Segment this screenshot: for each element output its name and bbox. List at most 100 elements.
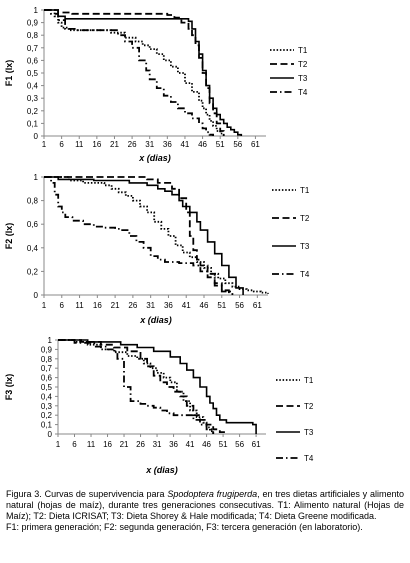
caption-prefix: Figura 3. Curvas de supervivencia para <box>6 489 168 499</box>
chart-panel-f3: 00,10,20,30,40,50,60,70,80,911 6 11 16 21 26 3… <box>4 336 314 475</box>
x-tick-label: 16 <box>103 440 112 449</box>
x-tick-label: 51 <box>217 301 226 310</box>
x-tick-label: 56 <box>233 140 242 149</box>
series-line-t2 <box>44 9 225 136</box>
legend-label-t3: T3 <box>298 74 308 83</box>
y-tick-label: 0,9 <box>27 19 39 28</box>
y-axis-label: F2 (lx) <box>4 223 14 250</box>
caption-main: Figura 3. Curvas de supervivencia para S… <box>6 489 404 522</box>
legend-label-t1: T1 <box>298 46 308 55</box>
series-line-t4 <box>44 176 234 295</box>
y-tick-label: 0,7 <box>41 364 53 373</box>
y-tick-label: 1 <box>34 6 39 15</box>
caption-body: , en tres dietas artificiales y alimento… <box>6 489 404 521</box>
y-tick-label: 1 <box>34 173 39 182</box>
x-tick-label: 31 <box>153 440 162 449</box>
y-tick-label: 0,2 <box>27 267 39 276</box>
x-tick-label: 56 <box>235 301 244 310</box>
x-axis-label: x (dias) <box>139 315 172 325</box>
x-tick-label: 61 <box>253 301 262 310</box>
y-tick-label: 0,4 <box>27 244 39 253</box>
y-axis-label: F1 (lx) <box>4 60 14 87</box>
legend-label-t4: T4 <box>298 88 308 97</box>
x-tick-label: 26 <box>136 440 145 449</box>
series-line-t1 <box>44 176 269 294</box>
y-tick-label: 0,3 <box>27 94 39 103</box>
x-tick-label: 46 <box>200 301 209 310</box>
legend-label-t1: T1 <box>300 186 310 195</box>
legend-label-t2: T2 <box>304 402 314 411</box>
y-tick-label: 0,2 <box>27 107 39 116</box>
y-tick-label: 0,4 <box>27 82 39 91</box>
y-tick-label: 0 <box>34 132 39 141</box>
y-tick-label: 0,1 <box>27 119 39 128</box>
x-tick-label: 36 <box>164 301 173 310</box>
series-line-t2 <box>44 176 230 295</box>
y-tick-label: 0,8 <box>27 31 39 40</box>
y-tick-label: 0 <box>48 430 53 439</box>
y-tick-label: 0,8 <box>41 355 53 364</box>
x-tick-label: 41 <box>180 140 189 149</box>
x-tick-label: 61 <box>252 440 261 449</box>
y-tick-label: 0,1 <box>41 421 53 430</box>
x-tick-label: 16 <box>93 301 102 310</box>
series-line-t1 <box>58 339 215 434</box>
chart-panel-f1: 00,10,20,30,40,50,60,70,80,911 6 11 16 21 26 3… <box>4 6 308 163</box>
y-tick-label: 0,6 <box>41 374 53 383</box>
y-tick-label: 0,5 <box>27 69 39 78</box>
caption-species: Spodoptera frugiperda <box>167 489 258 499</box>
y-tick-label: 0,6 <box>27 220 39 229</box>
x-tick-label: 1 <box>42 140 47 149</box>
y-tick-label: 0,7 <box>27 44 39 53</box>
x-tick-label: 6 <box>59 140 64 149</box>
x-tick-label: 51 <box>216 140 225 149</box>
x-tick-label: 46 <box>198 140 207 149</box>
x-tick-label: 36 <box>169 440 178 449</box>
y-tick-label: 0,4 <box>41 392 53 401</box>
series-line-t3 <box>44 9 243 136</box>
caption-note: F1: primera generación; F2: segunda gene… <box>6 522 363 532</box>
x-tick-label: 26 <box>128 140 137 149</box>
series-line-t4 <box>44 9 214 136</box>
legend-label-t1: T1 <box>304 376 314 385</box>
x-tick-label: 51 <box>219 440 228 449</box>
x-tick-label: 21 <box>111 301 120 310</box>
x-tick-label: 36 <box>163 140 172 149</box>
x-tick-label: 31 <box>146 301 155 310</box>
y-tick-label: 0,2 <box>41 411 53 420</box>
x-tick-label: 41 <box>186 440 195 449</box>
y-axis-label: F3 (lx) <box>4 374 14 401</box>
series-line-t3 <box>44 176 244 295</box>
y-tick-label: 0,6 <box>27 56 39 65</box>
y-tick-label: 0,5 <box>41 383 53 392</box>
x-tick-label: 61 <box>251 140 260 149</box>
series-line-t4 <box>58 339 215 434</box>
chart-panel-f2: 00,20,40,60,811 6 11 16 21 26 31 36 41 46 51 56 61x … <box>4 173 310 325</box>
x-tick-label: 56 <box>235 440 244 449</box>
x-tick-label: 41 <box>182 301 191 310</box>
x-tick-label: 46 <box>202 440 211 449</box>
x-tick-label: 11 <box>75 140 84 149</box>
legend-label-t3: T3 <box>300 242 310 251</box>
x-axis-label: x (dias) <box>145 465 178 475</box>
legend-label-t2: T2 <box>300 214 310 223</box>
x-tick-label: 16 <box>92 140 101 149</box>
legend-label-t3: T3 <box>304 428 314 437</box>
y-tick-label: 0,9 <box>41 345 53 354</box>
x-tick-label: 1 <box>56 440 61 449</box>
x-tick-label: 11 <box>87 440 96 449</box>
legend-label-t4: T4 <box>304 454 314 463</box>
figure-caption: Figura 3. Curvas de supervivencia para S… <box>6 489 404 533</box>
series-line-t3 <box>58 339 257 434</box>
x-tick-label: 1 <box>42 301 47 310</box>
y-tick-label: 0,8 <box>27 197 39 206</box>
x-tick-label: 6 <box>72 440 77 449</box>
x-tick-label: 21 <box>110 140 119 149</box>
y-tick-label: 1 <box>48 336 53 345</box>
x-tick-label: 26 <box>128 301 137 310</box>
legend-label-t2: T2 <box>298 60 308 69</box>
y-tick-label: 0,3 <box>41 402 53 411</box>
x-tick-label: 11 <box>75 301 84 310</box>
x-tick-label: 21 <box>120 440 129 449</box>
y-tick-label: 0 <box>34 291 39 300</box>
